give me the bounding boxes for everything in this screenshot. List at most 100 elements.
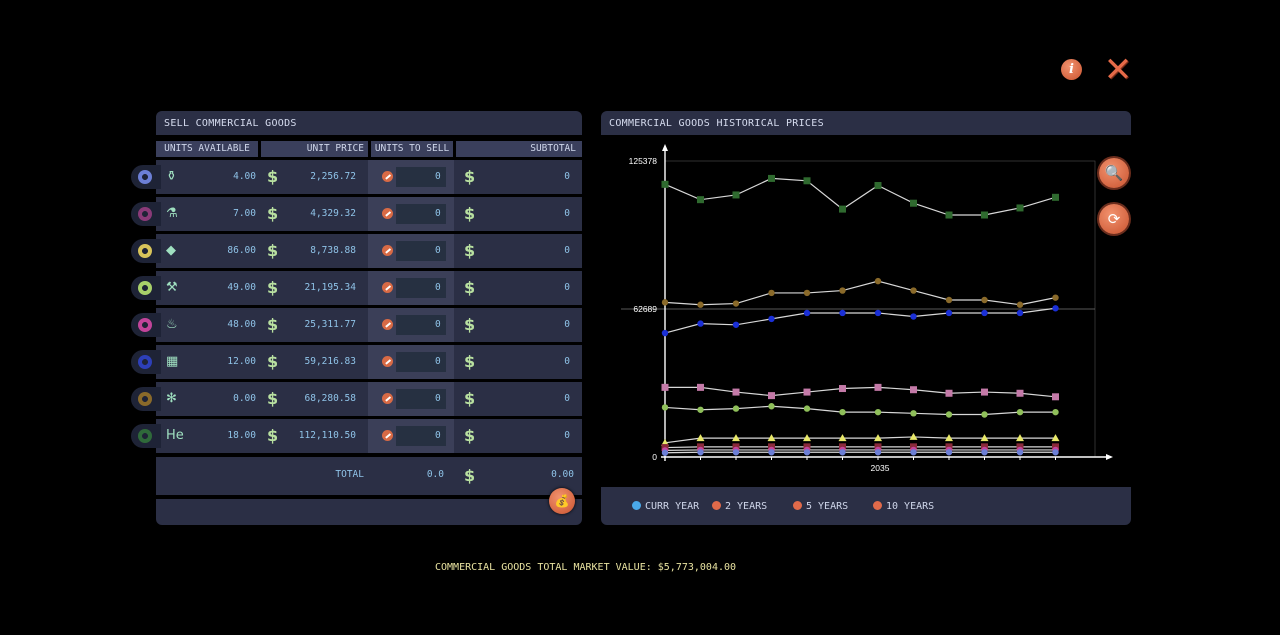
data-point <box>661 449 669 456</box>
data-point <box>732 388 740 396</box>
units-available-value: 0.00 <box>233 393 256 404</box>
refresh-button[interactable]: ⟳ <box>1099 204 1129 234</box>
data-point <box>1051 434 1060 442</box>
zoom-button[interactable]: 🔍 <box>1099 158 1129 188</box>
units-to-sell-input[interactable] <box>396 426 446 446</box>
unit-price-value: 68,280.58 <box>304 393 356 404</box>
series-line <box>664 436 1056 444</box>
data-point <box>803 177 811 185</box>
data-point <box>697 320 704 327</box>
dollar-icon: $ <box>464 426 476 445</box>
total-row: TOTAL 0.0 $ 0.00 <box>156 457 582 495</box>
decrease-units-button[interactable] <box>382 171 393 182</box>
units-to-sell-input[interactable] <box>396 241 446 261</box>
dollar-icon: $ <box>464 278 476 297</box>
decrease-units-button[interactable] <box>382 356 393 367</box>
data-point <box>732 191 740 199</box>
element-icon: He <box>166 428 184 443</box>
data-point <box>661 299 669 306</box>
units-to-sell-input[interactable] <box>396 204 446 224</box>
data-point <box>910 287 917 294</box>
data-point <box>909 432 918 440</box>
unit-price-value: 2,256.72 <box>310 171 356 182</box>
category-tab[interactable] <box>131 276 161 300</box>
category-tab[interactable] <box>131 313 161 337</box>
data-point <box>768 403 775 410</box>
data-point <box>803 434 811 442</box>
category-tab[interactable] <box>131 350 161 374</box>
data-point <box>661 329 669 337</box>
legend-10-years[interactable]: 10 YEARS <box>873 501 934 513</box>
data-point <box>1016 204 1024 212</box>
legend-5-years[interactable]: 5 YEARS <box>793 501 848 513</box>
units-to-sell-input[interactable] <box>396 389 446 409</box>
subtotal-value: 0 <box>564 208 570 219</box>
data-point <box>874 434 882 442</box>
decrease-units-button[interactable] <box>382 319 393 330</box>
data-point <box>874 383 882 391</box>
y-tick-label: 0 <box>652 452 657 462</box>
data-point <box>910 313 917 320</box>
decrease-units-button[interactable] <box>382 208 393 219</box>
unit-price-value: 8,738.88 <box>310 245 356 256</box>
subtotal-value: 0 <box>564 319 570 330</box>
data-point <box>839 408 846 416</box>
data-point <box>697 196 704 204</box>
decrease-units-button[interactable] <box>382 282 393 293</box>
dollar-icon: $ <box>464 389 476 408</box>
category-tab[interactable] <box>131 239 161 263</box>
units-to-sell-input[interactable] <box>396 167 446 187</box>
goods-row: ⚗ 7.00 $4,329.32 0 $0 <box>156 197 582 231</box>
category-tab[interactable] <box>131 424 161 448</box>
category-eye-icon <box>138 429 152 443</box>
decrease-units-button[interactable] <box>382 393 393 404</box>
category-tab[interactable] <box>131 387 161 411</box>
category-tab[interactable] <box>131 165 161 189</box>
dollar-icon: $ <box>267 204 279 223</box>
unit-price-value: 59,216.83 <box>304 356 356 367</box>
data-point <box>768 174 775 182</box>
units-to-sell-value: 0 <box>435 319 441 330</box>
data-point <box>874 182 882 190</box>
sell-panel-title: SELL COMMERCIAL GOODS <box>164 118 297 129</box>
data-point <box>697 301 704 308</box>
series-line <box>664 280 1056 306</box>
units-to-sell-input[interactable] <box>396 315 446 335</box>
spray-icon: ♨ <box>166 317 178 332</box>
data-point <box>803 405 811 412</box>
legend-curr-year[interactable]: CURR YEAR <box>632 501 699 513</box>
chart-legend-bar <box>601 487 1131 525</box>
goods-row: ⚱ 4.00 $2,256.72 0 $0 <box>156 160 582 194</box>
data-point <box>768 392 775 400</box>
data-point <box>839 385 846 393</box>
data-point <box>696 434 705 442</box>
category-eye-icon <box>138 244 152 258</box>
category-tab[interactable] <box>131 202 161 226</box>
data-point <box>803 449 811 456</box>
data-point <box>874 309 882 317</box>
total-label: TOTAL <box>335 469 364 480</box>
legend-2-years[interactable]: 2 YEARS <box>712 501 767 513</box>
info-button[interactable]: i <box>1061 59 1082 80</box>
data-point <box>1016 389 1024 397</box>
decrease-units-button[interactable] <box>382 245 393 256</box>
sell-money-bag-button[interactable]: 💰 <box>549 488 575 514</box>
price-history-chart: 125378 62689 0 2035 <box>621 144 1113 473</box>
decrease-units-button[interactable] <box>382 430 393 441</box>
data-point <box>981 411 988 418</box>
units-to-sell-input[interactable] <box>396 352 446 372</box>
flask-icon: ⚗ <box>166 206 178 221</box>
units-available-value: 7.00 <box>233 208 256 219</box>
subtotal-value: 0 <box>564 171 570 182</box>
units-to-sell-value: 0 <box>435 208 441 219</box>
sell-panel-footer <box>156 499 582 525</box>
unit-price-value: 112,110.50 <box>298 430 356 441</box>
close-button[interactable]: ✕ <box>1103 50 1133 90</box>
chart-panel-header: COMMERCIAL GOODS HISTORICAL PRICES <box>601 111 1131 135</box>
data-point <box>1052 393 1059 401</box>
units-to-sell-input[interactable] <box>396 278 446 298</box>
data-point <box>732 434 740 442</box>
unit-price-value: 25,311.77 <box>304 319 356 330</box>
dollar-icon: $ <box>464 167 476 186</box>
category-eye-icon <box>138 392 152 406</box>
